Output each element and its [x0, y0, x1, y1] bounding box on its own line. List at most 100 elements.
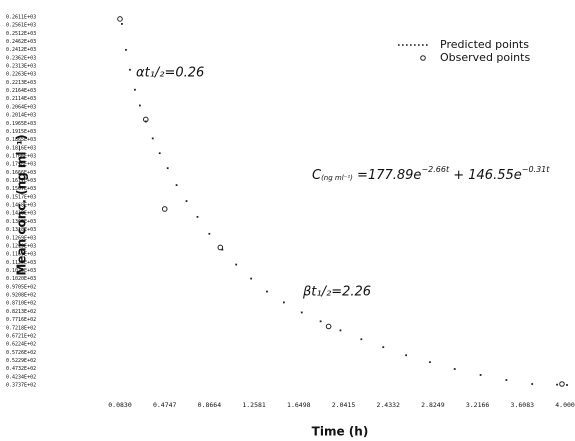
x-tick-label: 0.4747 — [153, 401, 177, 409]
y-tick-label: 0.2611E+03 — [6, 14, 36, 20]
data-point — [196, 215, 199, 218]
data-point — [134, 88, 136, 91]
data-point — [479, 374, 482, 376]
x-tick-label: 0.8664 — [198, 401, 222, 409]
equation-part: C — [312, 168, 322, 183]
data-point — [217, 244, 224, 251]
y-tick-label: 0.1716E+03 — [6, 162, 36, 168]
equation: C(ng ml⁻¹) =177.89e−2.66t + 146.55e−0.31… — [312, 165, 550, 183]
data-point — [235, 263, 238, 266]
data-point — [282, 301, 285, 304]
y-tick-label: 0.1219E+03 — [6, 243, 36, 249]
x-tick-label: 2.4332 — [376, 401, 400, 409]
y-tick-label: 0.7716E+02 — [6, 317, 36, 323]
data-point — [151, 137, 154, 140]
legend-marker — [422, 44, 424, 46]
data-point — [325, 323, 332, 330]
data-point — [300, 311, 303, 314]
data-point — [221, 248, 224, 251]
y-tick-label: 0.8710E+02 — [6, 301, 36, 307]
y-tick-label: 0.1269E+03 — [6, 235, 36, 241]
y-tick-label: 0.2561E+03 — [6, 23, 36, 29]
y-tick-label: 0.1070E+03 — [6, 268, 36, 274]
data-point — [138, 104, 141, 107]
data-point — [185, 200, 188, 202]
equation-part: + 146.55e — [449, 168, 522, 183]
y-tick-label: 0.2213E+03 — [6, 80, 36, 86]
legend-marker — [414, 44, 416, 46]
data-point — [453, 368, 456, 370]
data-point — [161, 206, 168, 212]
y-tick-label: 0.1169E+03 — [6, 252, 36, 258]
y-tick-label: 0.2263E+03 — [6, 72, 36, 78]
data-point — [531, 383, 534, 385]
y-tick-label: 0.2412E+03 — [6, 47, 36, 53]
data-point — [405, 354, 407, 357]
y-tick-label: 0.1120E+03 — [6, 260, 36, 266]
x-tick-label: 0.0830 — [108, 401, 132, 409]
data-point — [566, 384, 568, 386]
y-tick-label: 0.1965E+03 — [6, 121, 36, 127]
y-tick-label: 0.1666E+03 — [6, 170, 36, 176]
x-tick-label: 1.6498 — [287, 401, 311, 409]
x-tick-label: 3.6083 — [511, 401, 535, 409]
data-point — [339, 329, 342, 332]
legend-marker — [410, 44, 412, 46]
legend-label: Observed points — [440, 51, 530, 64]
data-point — [117, 16, 123, 22]
legend-marker — [426, 44, 428, 46]
y-tick-label: 0.2362E+03 — [6, 55, 36, 61]
legend-label: Predicted points — [440, 38, 529, 51]
data-point — [142, 116, 149, 123]
y-tick-label: 0.4732E+02 — [6, 366, 36, 372]
data-point — [166, 167, 169, 170]
legend-marker — [402, 44, 404, 46]
y-tick-label: 0.1318E+03 — [6, 227, 36, 233]
y-tick-label: 0.2114E+03 — [6, 96, 36, 102]
y-tick-label: 0.5726E+02 — [6, 350, 36, 356]
y-tick-label: 0.5229E+02 — [6, 358, 36, 364]
x-axis-title: Time (h) — [312, 425, 369, 439]
y-tick-label: 0.3737E+02 — [6, 383, 36, 389]
data-point — [505, 379, 508, 381]
legend-marker — [418, 44, 420, 46]
data-point — [175, 184, 178, 187]
y-tick-label: 0.2014E+03 — [6, 113, 36, 119]
y-tick-label: 0.1468E+03 — [6, 203, 36, 209]
equation-part: −0.31t — [522, 165, 551, 174]
y-axis-title: Mean conc. (ng ml⁻¹) — [15, 134, 29, 275]
annotation: βt₁/₂=2.26 — [302, 285, 371, 300]
x-tick-label: 2.0415 — [332, 401, 356, 409]
y-tick-label: 0.1567E+03 — [6, 186, 36, 192]
y-tick-label: 0.9208E+02 — [6, 293, 36, 299]
data-point — [266, 290, 268, 293]
y-tick-label: 0.8213E+02 — [6, 309, 36, 315]
y-tick-label: 0.1915E+03 — [6, 129, 36, 135]
y-tick-label: 0.6224E+02 — [6, 342, 36, 348]
data-point — [158, 152, 161, 155]
y-tick-label: 0.1766E+03 — [6, 153, 36, 159]
y-tick-label: 0.2462E+03 — [6, 39, 36, 45]
y-tick-label: 0.1517E+03 — [6, 194, 36, 200]
y-tick-label: 0.2313E+03 — [6, 64, 36, 70]
y-tick-label: 0.2164E+03 — [6, 88, 36, 94]
y-tick-label: 0.1418E+03 — [6, 211, 36, 217]
legend-marker — [406, 44, 408, 46]
y-tick-label: 0.2064E+03 — [6, 104, 36, 110]
equation-part: =177.89e — [353, 168, 422, 183]
data-point — [319, 320, 322, 323]
data-point — [429, 361, 431, 364]
x-tick-label: 3.2166 — [466, 401, 490, 409]
legend-marker — [420, 55, 426, 61]
x-tick-label: 1.2581 — [242, 401, 266, 409]
legend-marker — [398, 44, 400, 46]
x-tick-label: 4.0000 — [555, 401, 575, 409]
equation-part: −2.66t — [421, 165, 450, 174]
data-point — [556, 383, 558, 386]
x-tick-label: 2.8249 — [421, 401, 445, 409]
equation-part: (ng ml⁻¹) — [321, 174, 353, 182]
data-point — [559, 381, 565, 387]
y-tick-label: 0.1816E+03 — [6, 145, 36, 151]
data-point — [360, 338, 363, 341]
